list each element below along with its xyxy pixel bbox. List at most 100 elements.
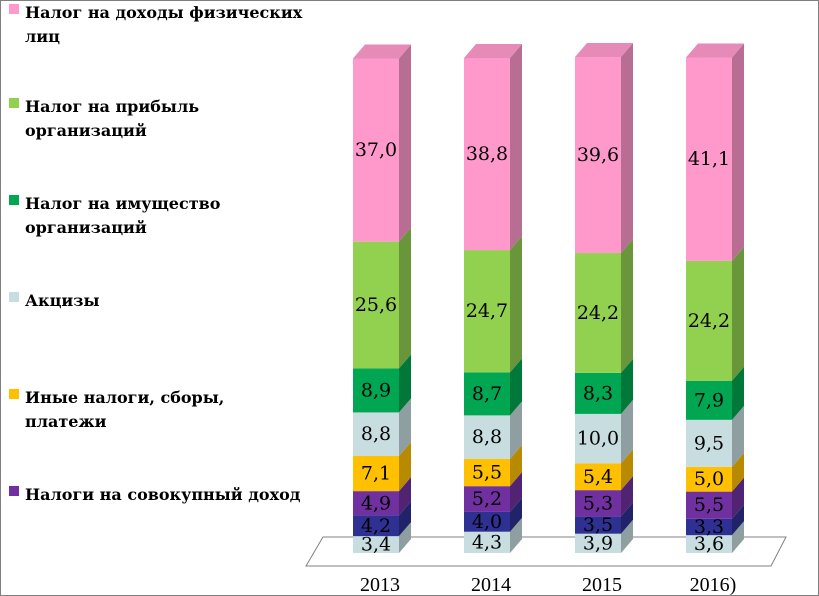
bar-segment: [575, 476, 633, 517]
bar-segment-side: [399, 354, 411, 413]
legend-swatch-other-taxes: [9, 389, 19, 399]
bar-segment: [575, 399, 633, 464]
bar-segment-front: [353, 241, 399, 369]
bar-segment-front: [464, 250, 510, 373]
legend-label-excises: Акцизы: [25, 291, 100, 310]
bar-segment-side: [399, 522, 411, 553]
bar-value-label: 25,6: [355, 294, 397, 316]
legend-swatch-excises: [9, 292, 19, 302]
bar-segment-front: [575, 516, 621, 534]
legend-label-income-tax: Налоги на совокупный доход: [25, 485, 301, 504]
bar-segment: [353, 227, 411, 369]
bar-segment: [686, 246, 744, 381]
bar-value-label: 4,3: [472, 531, 502, 553]
bar-value-label: 4,9: [361, 492, 391, 514]
bar-value-label: 24,2: [688, 310, 730, 332]
bar-segment: [464, 472, 522, 512]
bar-segment-side: [510, 497, 522, 532]
bar-segment-front: [353, 515, 399, 537]
bar-segment-front: [686, 57, 732, 261]
bar-segment-front: [353, 536, 399, 553]
bar-value-label: 3,6: [694, 533, 724, 555]
bar-value-label: 3,3: [694, 516, 724, 538]
bar-segment-front: [686, 466, 732, 492]
bar-segment-side: [732, 366, 744, 420]
bar-segment: [353, 398, 411, 456]
bar-value-label: 24,2: [577, 302, 619, 324]
bar-segment: [575, 519, 633, 553]
bar-value-label: 37,0: [355, 139, 397, 161]
bar-value-label: 8,7: [472, 383, 502, 405]
legend: Налог на доходы физических лиц Налог на …: [1, 1, 303, 595]
bar-segment-side: [510, 444, 522, 487]
bar-segment-side: [621, 519, 633, 553]
bar-segment-side: [510, 517, 522, 553]
bar-segment-side: [399, 501, 411, 537]
bar-segment-front: [686, 535, 732, 553]
bar-segment-side: [621, 358, 633, 414]
bar-segment-front: [353, 58, 399, 242]
bar-segment-front: [464, 372, 510, 416]
bar-segment-front: [353, 455, 399, 492]
bar-value-label: 4,0: [472, 511, 502, 533]
legend-label-other-taxes: Иные налоги, сборы, платежи: [25, 388, 225, 431]
x-tick-label: 2016): [690, 574, 737, 596]
bar-segment-front: [464, 458, 510, 487]
bar-segment-front: [464, 511, 510, 532]
bar-segment: [353, 44, 411, 242]
bar-segment-front: [686, 491, 732, 519]
bar-segment: [464, 517, 522, 553]
bar-segment: [464, 44, 522, 251]
bar-segment-side: [621, 399, 633, 464]
bar-segment: [353, 441, 411, 492]
bar-segment-side: [510, 472, 522, 512]
bar-segment: [464, 236, 522, 373]
bar-segment-front: [353, 412, 399, 456]
bar-segment: [686, 405, 744, 467]
bar-segment-front: [575, 463, 621, 491]
bar-value-label: 7,1: [361, 463, 391, 485]
legend-swatch-ndfl: [9, 4, 19, 14]
bar-segment-front: [575, 490, 621, 517]
bar-value-label: 9,5: [694, 432, 724, 454]
bar-segment: [686, 504, 744, 536]
bar-segment: [575, 449, 633, 491]
bar-segment: [353, 522, 411, 553]
bar-segment: [464, 444, 522, 487]
bar-segment-front: [686, 518, 732, 536]
bar-top: [464, 44, 522, 58]
bar-value-label: 5,0: [694, 468, 724, 490]
bar-segment-front: [464, 58, 510, 251]
bar-segment: [686, 452, 744, 492]
bar-value-label: 5,3: [583, 492, 613, 514]
bar-segment-front: [575, 413, 621, 464]
bar-segment-front: [464, 531, 510, 553]
bar-value-label: 10,0: [577, 428, 619, 450]
bar-segment-side: [732, 452, 744, 492]
bar-segment-side: [732, 246, 744, 381]
bar-segment-side: [399, 44, 411, 242]
legend-swatch-income-tax: [9, 486, 19, 496]
bar-segment-side: [732, 521, 744, 553]
bar-value-label: 5,5: [472, 462, 502, 484]
bar-segment: [686, 43, 744, 261]
legend-label-ndfl: Налог на доходы физических лиц: [25, 3, 303, 46]
bar-segment-side: [510, 236, 522, 373]
bar-segment-side: [510, 358, 522, 416]
bar-segment-front: [575, 533, 621, 553]
x-tick-label: 2014: [471, 574, 511, 596]
bar-segment: [464, 358, 522, 416]
bar-segment-front: [575, 57, 621, 254]
bar-value-label: 4,2: [361, 515, 391, 537]
bar-segment-front: [686, 380, 732, 420]
bar-segment-side: [621, 239, 633, 373]
bar-value-label: 38,8: [466, 143, 508, 165]
bar-segment: [575, 43, 633, 254]
bar-segment: [464, 401, 522, 459]
bar-segment-front: [575, 253, 621, 373]
bar-value-label: 5,4: [583, 466, 613, 488]
legend-swatch-profit-tax: [9, 98, 19, 108]
bar-segment-front: [575, 372, 621, 414]
